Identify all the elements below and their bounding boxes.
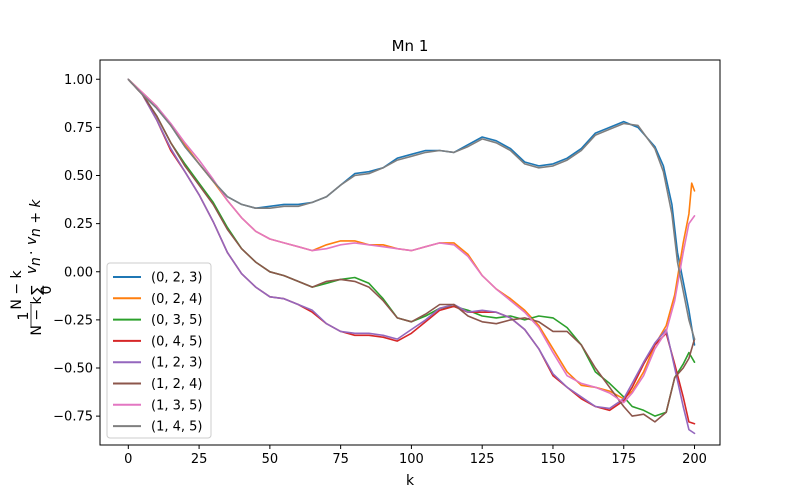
y-label-dot: · [24,251,40,255]
x-tick-label: 125 [470,452,495,467]
y-label-sub2: n + k [28,198,44,237]
x-tick-label: 25 [191,452,208,467]
y-tick-label: 1.00 [64,73,93,88]
x-tick-label: 150 [541,452,566,467]
legend: (0, 2, 3) (0, 2, 4) (0, 3, 5) (0, 4, 5) (1, … [106,262,212,439]
y-axis-ticks: −0.75 −0.50 −0.25 0.00 0.25 0.50 0.75 1.00 [53,73,100,425]
series-line-7 [127,78,696,340]
x-tick-label: 0 [124,452,132,467]
x-axis-label: k [406,473,415,489]
legend-label-1: (0, 2, 4) [151,292,203,307]
chart-title: Mn 1 [392,37,429,55]
y-label-sum-upper: N − k [9,270,25,310]
plot-area-frame [99,59,721,446]
y-tick-label: 0.50 [64,169,93,184]
series-line-4 [127,78,696,435]
legend-label-6: (1, 3, 5) [151,398,203,413]
y-label-v1: v [24,265,40,274]
y-label-frac-den: N − k [29,296,45,336]
y-label-sigma: ∑ [29,285,45,295]
y-label-frac-num: 1 [16,312,32,321]
y-tick-label: 0.25 [64,217,93,232]
series-layer [127,78,696,435]
y-tick-label: 0.00 [64,265,93,280]
x-tick-label: 50 [262,452,279,467]
y-tick-label: −0.25 [53,313,93,328]
y-label-sub1: n [28,257,44,266]
legend-label-7: (1, 4, 5) [151,420,203,435]
x-tick-label: 175 [611,452,636,467]
legend-label-0: (0, 2, 3) [151,271,203,286]
y-axis-label: 1 N − k N − k ∑ 0 v n · v n + k [9,198,55,335]
y-tick-label: 0.75 [64,121,93,136]
x-tick-label: 75 [332,452,349,467]
y-label-sum-lower: 0 [39,286,55,295]
legend-label-2: (0, 3, 5) [151,313,203,328]
y-label-v2: v [24,236,40,245]
series-line-6 [127,78,696,404]
legend-label-4: (1, 2, 3) [151,356,203,371]
series-line-5 [127,78,696,423]
x-tick-label: 100 [399,452,424,467]
legend-box [106,262,212,439]
legend-items: (0, 2, 3) (0, 2, 4) (0, 3, 5) (0, 4, 5) (1, … [113,271,203,435]
y-tick-label: −0.50 [53,362,93,377]
x-tick-label: 200 [682,452,707,467]
legend-label-3: (0, 4, 5) [151,334,203,349]
y-tick-label: −0.75 [53,410,93,425]
legend-label-5: (1, 2, 4) [151,377,203,392]
x-axis-ticks: 0 25 50 75 100 125 150 175 200 [124,445,707,467]
series-line-2 [127,78,696,417]
